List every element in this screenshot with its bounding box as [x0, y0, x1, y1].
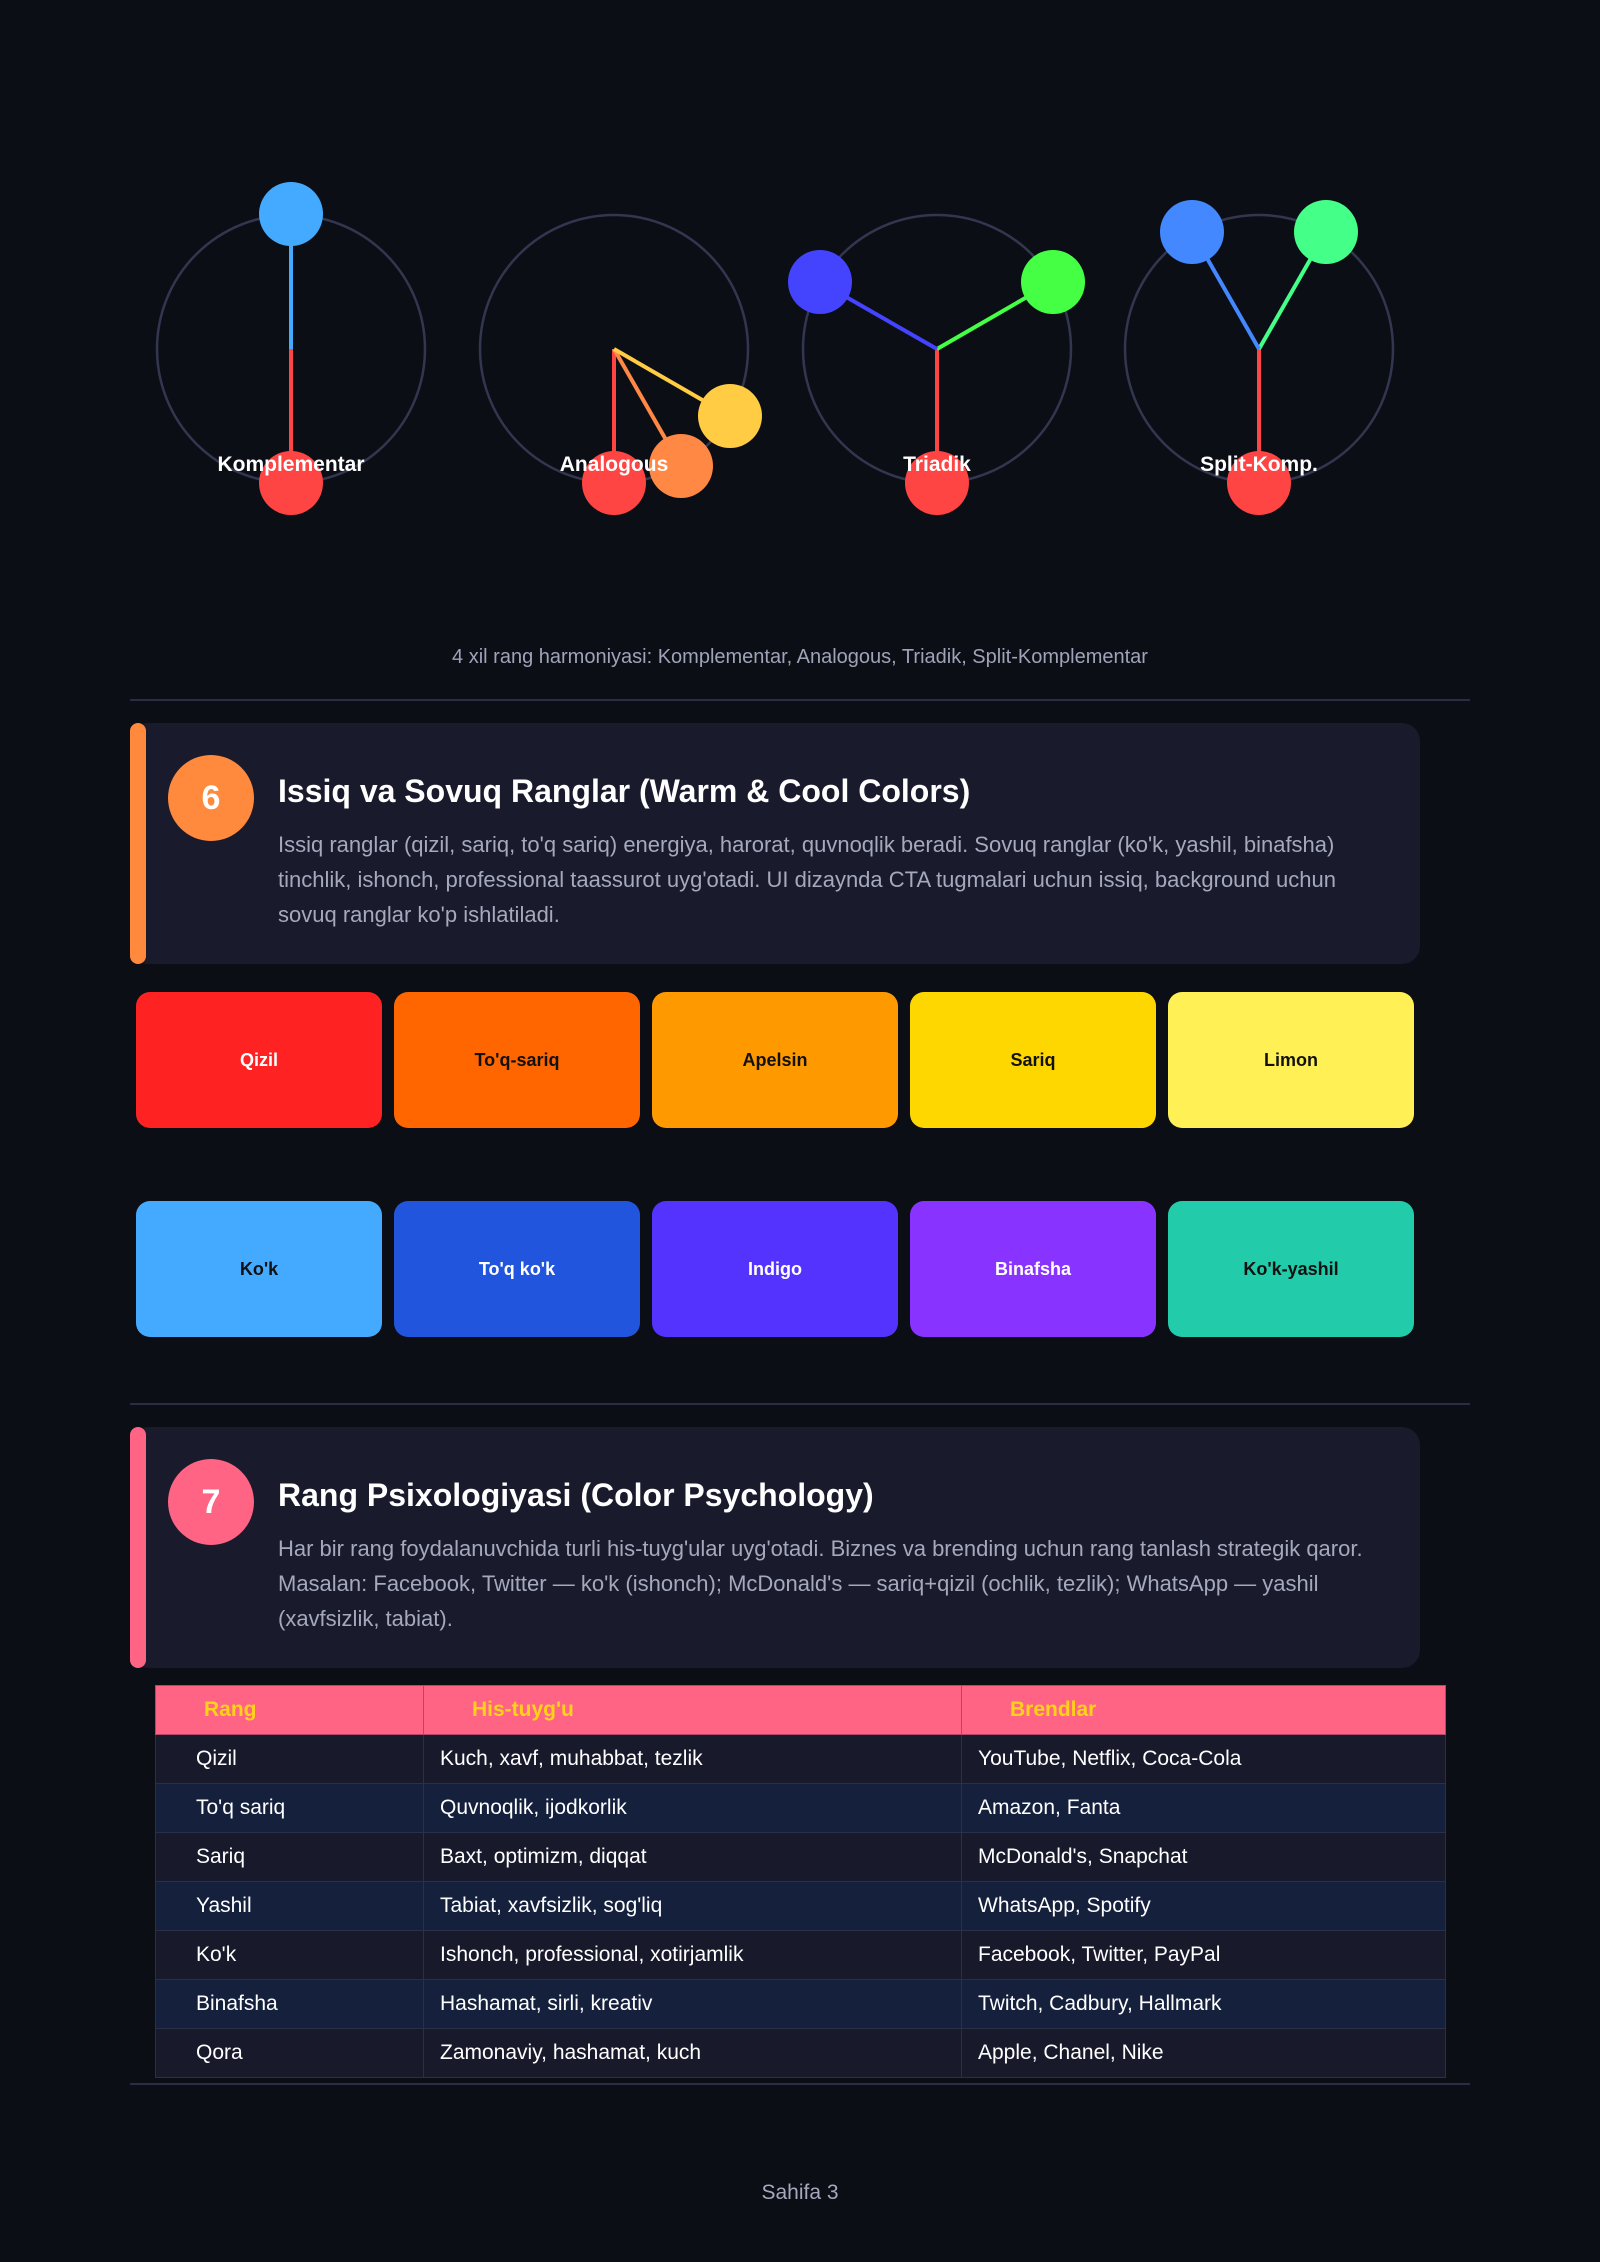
section-6-number-badge: 6: [168, 755, 254, 841]
table-header-his-tuygu: His-tuyg'u: [423, 1685, 962, 1735]
divider: [130, 699, 1470, 701]
swatch-sariq: Sariq: [910, 992, 1156, 1128]
swatch-toq-kok: To'q ko'k: [394, 1201, 640, 1337]
swatch-indigo: Indigo: [652, 1201, 898, 1337]
section-7-number-badge: 7: [168, 1459, 254, 1545]
table-cell-brands: McDonald's, Snapchat: [961, 1832, 1446, 1882]
harmony-label-triadik: Triadik: [903, 453, 971, 476]
table-header-rang: Rang: [155, 1685, 424, 1735]
table-row: Ko'k Ishonch, professional, xotirjamlik …: [155, 1930, 1446, 1980]
harmony-diagrams: [0, 150, 1600, 530]
table-cell-brands: Facebook, Twitter, PayPal: [961, 1930, 1446, 1980]
table-cell-emotion: Ishonch, professional, xotirjamlik: [423, 1930, 962, 1980]
harmony-label-komplementar: Komplementar: [217, 453, 365, 476]
harmony-triadik: [788, 213, 1085, 515]
swatch-toq-sariq: To'q-sariq: [394, 992, 640, 1128]
table-cell-color: Qizil: [155, 1734, 424, 1784]
table-row: Yashil Tabiat, xavfsizlik, sog'liq Whats…: [155, 1881, 1446, 1931]
section-6-card: 6 Issiq va Sovuq Ranglar (Warm & Cool Co…: [130, 723, 1420, 964]
harmony-komplementar: [155, 182, 427, 515]
table-cell-brands: YouTube, Netflix, Coca-Cola: [961, 1734, 1446, 1784]
harmony-label-analogous: Analogous: [559, 453, 669, 476]
swatch-kok-yashil: Ko'k-yashil: [1168, 1201, 1414, 1337]
divider: [130, 1403, 1470, 1405]
section-7-accent-bar: [130, 1427, 146, 1668]
section-7-title: Rang Psixologiyasi (Color Psychology): [278, 1477, 874, 1513]
table-cell-color: Qora: [155, 2028, 424, 2078]
table-row: Sariq Baxt, optimizm, diqqat McDonald's,…: [155, 1832, 1446, 1882]
swatch-binafsha: Binafsha: [910, 1201, 1156, 1337]
table-cell-brands: Amazon, Fanta: [961, 1783, 1446, 1833]
table-cell-emotion: Baxt, optimizm, diqqat: [423, 1832, 962, 1882]
table-row: Binafsha Hashamat, sirli, kreativ Twitch…: [155, 1979, 1446, 2029]
table-row: Qora Zamonaviy, hashamat, kuch Apple, Ch…: [155, 2028, 1446, 2078]
table-cell-emotion: Hashamat, sirli, kreativ: [423, 1979, 962, 2029]
swatch-limon: Limon: [1168, 992, 1414, 1128]
harmony-split: [1123, 200, 1395, 515]
table-cell-brands: Apple, Chanel, Nike: [961, 2028, 1446, 2078]
table-cell-color: Binafsha: [155, 1979, 424, 2029]
section-6-accent-bar: [130, 723, 146, 964]
swatch-kok: Ko'k: [136, 1201, 382, 1337]
swatch-qizil: Qizil: [136, 992, 382, 1128]
harmony-caption: 4 xil rang harmoniyasi: Komplementar, An…: [452, 646, 1148, 668]
table-cell-emotion: Quvnoqlik, ijodkorlik: [423, 1783, 962, 1833]
psychology-table: Rang His-tuyg'u Brendlar Qizil Kuch, xav…: [155, 1685, 1446, 2078]
table-row: To'q sariq Quvnoqlik, ijodkorlik Amazon,…: [155, 1783, 1446, 1833]
table-cell-color: To'q sariq: [155, 1783, 424, 1833]
table-cell-brands: Twitch, Cadbury, Hallmark: [961, 1979, 1446, 2029]
section-7-text: Har bir rang foydalanuvchida turli his-t…: [278, 1536, 1363, 1631]
table-cell-emotion: Zamonaviy, hashamat, kuch: [423, 2028, 962, 2078]
section-6-text: Issiq ranglar (qizil, sariq, to'q sariq)…: [278, 832, 1336, 927]
warm-swatches: Qizil To'q-sariq Apelsin Sariq Limon: [136, 992, 1416, 1128]
harmony-analogous: [478, 213, 762, 515]
table-cell-color: Yashil: [155, 1881, 424, 1931]
swatch-apelsin: Apelsin: [652, 992, 898, 1128]
table-cell-emotion: Tabiat, xavfsizlik, sog'liq: [423, 1881, 962, 1931]
table-row: Qizil Kuch, xavf, muhabbat, tezlik YouTu…: [155, 1734, 1446, 1784]
table-cell-brands: WhatsApp, Spotify: [961, 1881, 1446, 1931]
section-7-card: 7 Rang Psixologiyasi (Color Psychology) …: [130, 1427, 1420, 1668]
cool-swatches: Ko'k To'q ko'k Indigo Binafsha Ko'k-yash…: [136, 1201, 1416, 1337]
table-header-row: Rang His-tuyg'u Brendlar: [155, 1685, 1446, 1735]
table-cell-color: Ko'k: [155, 1930, 424, 1980]
divider: [130, 2083, 1470, 2085]
table-cell-emotion: Kuch, xavf, muhabbat, tezlik: [423, 1734, 962, 1784]
table-header-brendlar: Brendlar: [961, 1685, 1446, 1735]
section-6-title: Issiq va Sovuq Ranglar (Warm & Cool Colo…: [278, 773, 971, 809]
harmony-wheels: [155, 182, 1395, 515]
page-number: Sahifa 3: [761, 2181, 839, 2204]
harmony-label-split: Split-Komp.: [1200, 453, 1318, 476]
table-cell-color: Sariq: [155, 1832, 424, 1882]
